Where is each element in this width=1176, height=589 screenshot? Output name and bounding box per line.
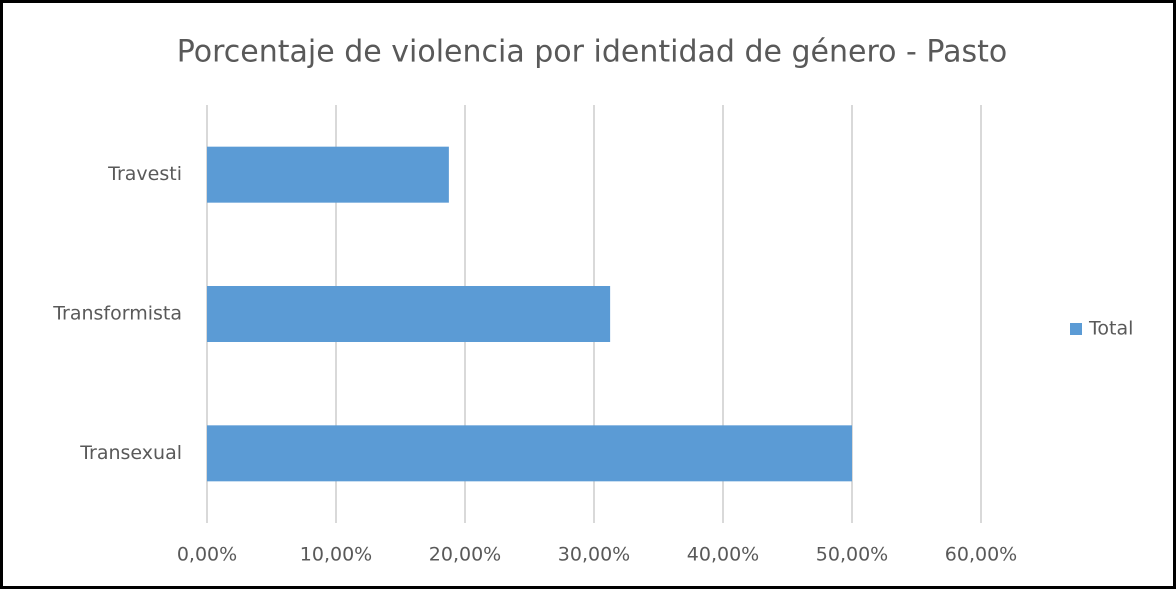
bar [207,286,611,342]
x-tick-label: 30,00% [558,544,630,566]
legend-swatch [1070,323,1082,335]
x-tick-label: 40,00% [687,544,759,566]
chart-title: Porcentaje de violencia por identidad de… [177,35,1008,70]
y-tick-label: Transexual [79,442,182,464]
x-tick-label: 0,00% [177,544,237,566]
x-tick-label: 60,00% [945,544,1017,566]
y-tick-label: Transformista [52,303,182,325]
bar [207,425,852,482]
bar [207,146,449,203]
y-tick-label: Travesti [107,163,182,185]
x-tick-label: 20,00% [429,544,501,566]
x-tick-label: 10,00% [300,544,372,566]
x-tick-label: 50,00% [816,544,888,566]
legend-label: Total [1088,318,1133,340]
